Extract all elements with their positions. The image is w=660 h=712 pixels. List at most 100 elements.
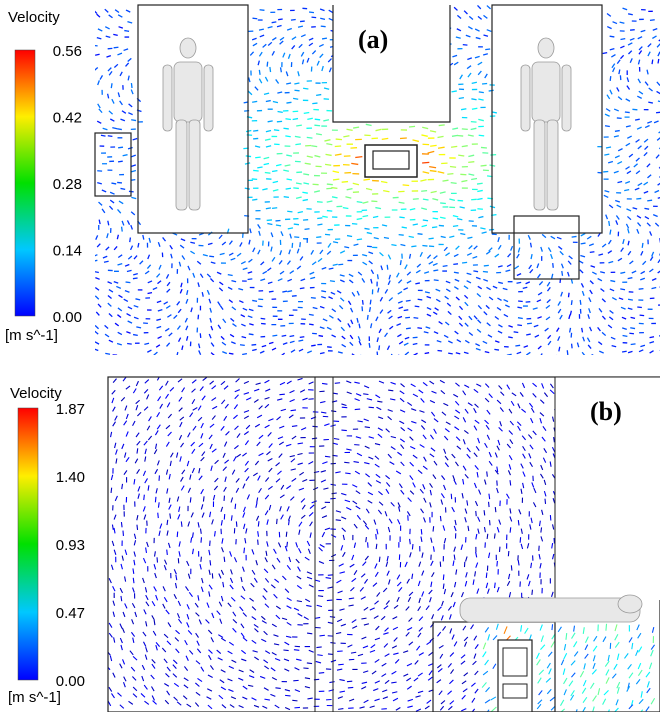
velocity-vector (607, 27, 611, 29)
velocity-vector (352, 224, 357, 225)
velocity-vector (364, 700, 369, 703)
velocity-vector (466, 35, 471, 37)
velocity-vector (174, 569, 176, 574)
velocity-vector (111, 183, 116, 184)
velocity-vector (360, 355, 363, 359)
velocity-vector (580, 270, 583, 273)
velocity-vector (272, 22, 277, 23)
velocity-vector (98, 80, 100, 85)
velocity-vector (485, 49, 490, 50)
velocity-vector (277, 417, 281, 420)
velocity-vector (121, 564, 122, 569)
velocity-vector (152, 664, 155, 668)
velocity-vector (604, 195, 608, 197)
velocity-vector (94, 272, 99, 273)
velocity-vector (106, 36, 111, 37)
velocity-vector (474, 654, 476, 659)
velocity-vector (627, 77, 628, 82)
velocity-vector (128, 113, 132, 115)
velocity-vector (264, 93, 269, 94)
velocity-vector (540, 625, 542, 631)
velocity-vector (210, 512, 211, 517)
velocity-vector (299, 44, 302, 47)
velocity-vector (484, 527, 485, 532)
velocity-vector (431, 412, 434, 416)
velocity-vector (147, 265, 150, 269)
velocity-vector (131, 165, 135, 167)
velocity-vector (153, 288, 157, 290)
velocity-vector (260, 676, 265, 678)
velocity-vector (432, 572, 435, 577)
velocity-vector (351, 320, 353, 324)
velocity-vector (652, 627, 653, 633)
velocity-vector (286, 83, 291, 84)
velocity-vector (221, 426, 224, 430)
velocity-vector (657, 91, 660, 93)
velocity-vector (465, 474, 468, 478)
velocity-vector (475, 501, 477, 506)
velocity-vector (615, 131, 620, 132)
velocity-vector (259, 231, 260, 236)
velocity-vector (243, 637, 247, 641)
velocity-vector (184, 685, 188, 688)
velocity-vector (570, 311, 571, 315)
velocity-vector (219, 695, 223, 699)
velocity-vector (357, 453, 362, 455)
velocity-vector (381, 181, 387, 182)
velocity-vector (113, 407, 116, 412)
velocity-vector (341, 624, 346, 626)
velocity-vector (636, 679, 640, 684)
velocity-vector (187, 561, 189, 566)
velocity-vector (327, 211, 332, 212)
velocity-vector (108, 94, 109, 99)
velocity-vector (163, 604, 165, 609)
velocity-vector (101, 135, 106, 136)
velocity-vector (300, 242, 301, 247)
velocity-vector (201, 557, 202, 562)
velocity-vector (648, 102, 653, 103)
velocity-vector (146, 621, 147, 626)
velocity-vector (119, 27, 123, 28)
velocity-vector (295, 136, 301, 137)
velocity-vector (539, 554, 540, 559)
velocity-vector (94, 10, 97, 13)
velocity-vector (233, 628, 237, 632)
velocity-vector (356, 437, 361, 439)
velocity-vector (388, 390, 393, 391)
velocity-vector (317, 218, 322, 219)
velocity-vector (310, 533, 311, 538)
velocity-vector (430, 381, 434, 384)
velocity-vector (308, 462, 313, 465)
velocity-vector (193, 426, 196, 430)
velocity-vector (405, 337, 409, 338)
velocity-vector (431, 538, 432, 543)
velocity-vector (193, 549, 194, 554)
velocity-vector (437, 680, 441, 683)
velocity-vector (456, 297, 459, 300)
velocity-vector (410, 209, 415, 210)
velocity-vector (131, 120, 136, 121)
velocity-vector (269, 468, 272, 472)
velocity-vector (252, 549, 254, 554)
velocity-vector (491, 697, 496, 700)
velocity-vector (338, 709, 343, 710)
velocity-vector (583, 627, 584, 634)
velocity-vector (372, 671, 376, 674)
velocity-vector (489, 394, 493, 398)
velocity-vector (214, 486, 217, 490)
velocity-vector (506, 494, 509, 499)
velocity-vector (267, 541, 268, 546)
velocity-vector (480, 228, 485, 229)
velocity-vector (250, 228, 251, 233)
velocity-vector (393, 653, 398, 654)
velocity-vector (537, 300, 541, 302)
velocity-vector (134, 306, 139, 308)
velocity-vector (616, 216, 619, 220)
velocity-vector (409, 126, 415, 127)
velocity-vector (126, 386, 130, 389)
velocity-vector (487, 589, 489, 594)
velocity-vector (157, 412, 160, 417)
velocity-vector (456, 569, 457, 574)
velocity-vector (530, 524, 531, 529)
velocity-vector (133, 568, 134, 573)
